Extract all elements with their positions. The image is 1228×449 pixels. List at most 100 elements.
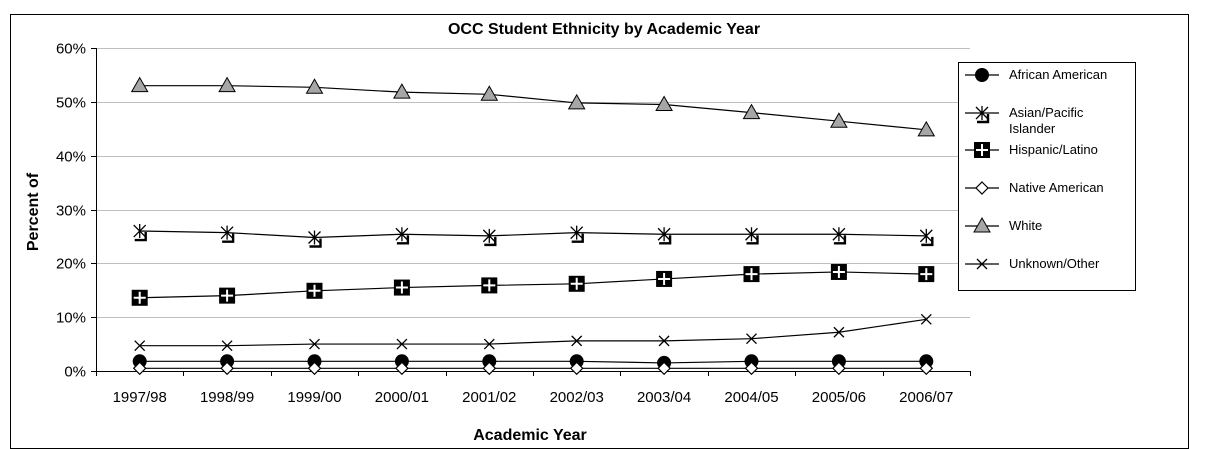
y-tick-label: 0% [64, 364, 86, 381]
legend-label: Asian/Pacific [1009, 105, 1084, 120]
data-point [134, 340, 146, 352]
data-point [830, 263, 847, 280]
data-point [917, 120, 936, 137]
legend-label: Unknown/Other [1009, 256, 1100, 271]
y-tick-label: 20% [56, 256, 86, 273]
legend-entry: African American [965, 67, 1107, 82]
data-point [976, 258, 988, 270]
series-unknown-other [134, 313, 932, 352]
triangle-marker [305, 78, 324, 94]
circle-marker [307, 354, 322, 369]
diamond-marker [307, 361, 322, 376]
bracket-marker [977, 114, 990, 124]
data-point [657, 227, 672, 245]
data-point [831, 354, 846, 369]
data-point [130, 76, 149, 93]
y-axis-title: Percent of [25, 172, 42, 251]
data-point [568, 275, 585, 292]
x-marker [746, 333, 757, 345]
data-point [919, 228, 934, 247]
data-point [657, 361, 671, 376]
diamond-marker [220, 361, 234, 376]
data-point [833, 326, 845, 338]
data-point [220, 361, 234, 376]
asterisk-marker [975, 106, 989, 120]
triangle-marker [742, 103, 761, 120]
legend-label: Native American [1009, 180, 1104, 195]
bracket-marker [746, 235, 759, 245]
legend-box [958, 62, 1136, 291]
x-marker [221, 340, 233, 352]
bracket-marker [921, 236, 934, 247]
data-point [973, 216, 991, 233]
asterisk-marker [133, 224, 147, 239]
series-white [130, 76, 936, 137]
asterisk-marker [395, 227, 409, 242]
data-point [745, 227, 759, 245]
data-point [742, 103, 761, 120]
x-tick-label: 2006/07 [899, 389, 953, 406]
data-point [131, 289, 148, 306]
y-tick-label: 40% [56, 149, 86, 166]
triangle-marker [830, 112, 848, 128]
legend-label: White [1009, 218, 1042, 233]
data-point [832, 361, 846, 376]
data-point [658, 335, 670, 347]
diamond-marker [744, 361, 759, 376]
data-point [743, 266, 760, 283]
asterisk-marker [482, 228, 496, 243]
plus-square-cross [658, 272, 671, 285]
data-point [133, 224, 147, 242]
plus-square-cross [395, 281, 408, 294]
diamond-marker [657, 361, 671, 376]
plus-square-cross [745, 268, 758, 281]
x-tick-label: 2004/05 [724, 389, 778, 406]
data-point [221, 340, 233, 352]
circle-marker [569, 354, 584, 369]
data-point [832, 227, 847, 245]
data-point [482, 354, 497, 369]
ticks-layer: 0% 10% 20% 30% 40% 50% 60% 1997/98 1998/99 1999/0… [56, 41, 953, 407]
bracket-marker [659, 235, 672, 245]
legend-entry: Native American [965, 180, 1104, 195]
bracket-marker [309, 238, 322, 248]
x-marker [309, 338, 320, 350]
legend-entry: White [965, 216, 1042, 233]
bracket-marker [134, 232, 147, 242]
data-point [481, 277, 498, 294]
x-marker [396, 338, 408, 350]
circle-marker [482, 354, 497, 369]
plus-square-cross [308, 284, 321, 297]
circle-marker [975, 68, 989, 82]
x-tick-label: 1997/98 [113, 389, 167, 406]
bracket-marker [484, 236, 497, 247]
triangle-marker [567, 93, 586, 110]
x-marker [976, 258, 988, 270]
legend-label: Islander [1009, 121, 1056, 136]
diamond-marker [919, 361, 934, 376]
data-point [571, 335, 583, 347]
asterisk-marker [570, 225, 584, 240]
triangle-marker [218, 76, 236, 93]
legend-label: African American [1009, 67, 1107, 82]
data-point [830, 112, 848, 128]
data-point [307, 361, 322, 376]
asterisk-marker [657, 227, 671, 242]
plus-square-cross [570, 277, 583, 290]
data-point [395, 227, 410, 245]
data-point [483, 338, 495, 350]
triangle-marker [973, 216, 991, 233]
triangle-marker [655, 95, 673, 112]
data-point [570, 225, 584, 243]
triangle-marker [130, 76, 149, 93]
bracket-marker [571, 233, 584, 243]
triangle-marker [480, 85, 499, 101]
data-point [746, 333, 757, 345]
axes-layer [91, 48, 971, 376]
plus-square-cross [976, 144, 988, 156]
circle-marker [220, 354, 235, 369]
x-marker [134, 340, 146, 352]
